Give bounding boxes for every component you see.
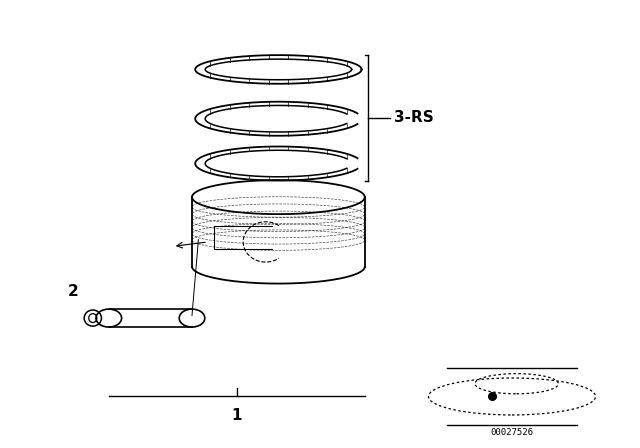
Text: 3-RS: 3-RS xyxy=(394,110,433,125)
Text: 00027526: 00027526 xyxy=(490,428,534,437)
Text: 2: 2 xyxy=(68,284,79,299)
Text: 1: 1 xyxy=(232,408,242,422)
